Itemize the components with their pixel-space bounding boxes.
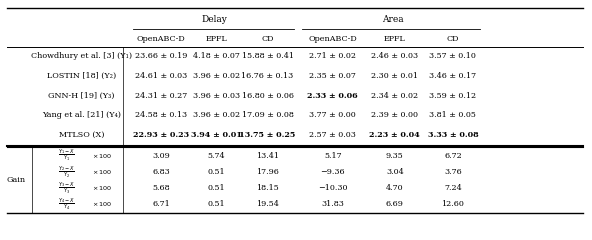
Text: 4.70: 4.70 bbox=[386, 184, 404, 192]
Text: $\times\,100$: $\times\,100$ bbox=[92, 168, 112, 176]
Text: Yang et al. [21] (Y₄): Yang et al. [21] (Y₄) bbox=[42, 111, 121, 120]
Text: 3.81 ± 0.05: 3.81 ± 0.05 bbox=[429, 111, 477, 120]
Text: −9.36: −9.36 bbox=[320, 168, 345, 176]
Text: 31.83: 31.83 bbox=[321, 200, 344, 209]
Text: 17.96: 17.96 bbox=[256, 168, 279, 176]
Text: 3.46 ± 0.17: 3.46 ± 0.17 bbox=[429, 72, 477, 80]
Text: 6.72: 6.72 bbox=[444, 151, 462, 160]
Text: 3.59 ± 0.12: 3.59 ± 0.12 bbox=[429, 92, 477, 100]
Text: 24.61 ± 0.03: 24.61 ± 0.03 bbox=[135, 72, 187, 80]
Text: Gain: Gain bbox=[7, 176, 25, 184]
Text: 5.74: 5.74 bbox=[207, 151, 225, 160]
Text: 17.09 ± 0.08: 17.09 ± 0.08 bbox=[242, 111, 294, 120]
Text: 6.69: 6.69 bbox=[386, 200, 404, 209]
Text: GNN-H [19] (Y₃): GNN-H [19] (Y₃) bbox=[49, 92, 115, 100]
Text: OpenABC-D: OpenABC-D bbox=[308, 35, 357, 43]
Text: 15.88 ± 0.41: 15.88 ± 0.41 bbox=[242, 52, 294, 60]
Text: 4.18 ± 0.07: 4.18 ± 0.07 bbox=[192, 52, 240, 60]
Text: $\times\,100$: $\times\,100$ bbox=[92, 184, 112, 192]
Text: 9.35: 9.35 bbox=[386, 151, 404, 160]
Text: EPFL: EPFL bbox=[384, 35, 406, 43]
Text: 16.76 ± 0.13: 16.76 ± 0.13 bbox=[242, 72, 294, 80]
Text: Delay: Delay bbox=[201, 15, 227, 24]
Text: 19.54: 19.54 bbox=[256, 200, 279, 209]
Text: LOSTIN [18] (Y₂): LOSTIN [18] (Y₂) bbox=[47, 72, 116, 80]
Text: 24.31 ± 0.27: 24.31 ± 0.27 bbox=[135, 92, 187, 100]
Text: OpenABC-D: OpenABC-D bbox=[137, 35, 185, 43]
Text: 2.35 ± 0.07: 2.35 ± 0.07 bbox=[309, 72, 356, 80]
Text: 0.51: 0.51 bbox=[207, 168, 225, 176]
Text: 0.51: 0.51 bbox=[207, 200, 225, 209]
Text: 13.75 ± 0.25: 13.75 ± 0.25 bbox=[239, 131, 296, 139]
Text: 3.77 ± 0.00: 3.77 ± 0.00 bbox=[310, 111, 356, 120]
Text: Chowdhury et al. [3] (Y₁): Chowdhury et al. [3] (Y₁) bbox=[31, 52, 132, 60]
Text: 5.17: 5.17 bbox=[324, 151, 342, 160]
Text: 3.94 ± 0.01: 3.94 ± 0.01 bbox=[191, 131, 242, 139]
Text: CD: CD bbox=[261, 35, 274, 43]
Text: 18.15: 18.15 bbox=[256, 184, 279, 192]
Text: 7.24: 7.24 bbox=[444, 184, 462, 192]
Text: 23.66 ± 0.19: 23.66 ± 0.19 bbox=[135, 52, 187, 60]
Text: 3.96 ± 0.02: 3.96 ± 0.02 bbox=[192, 111, 240, 120]
Text: 16.80 ± 0.06: 16.80 ± 0.06 bbox=[242, 92, 294, 100]
Text: 24.58 ± 0.13: 24.58 ± 0.13 bbox=[135, 111, 187, 120]
Text: MTLSO (X): MTLSO (X) bbox=[59, 131, 104, 139]
Text: 12.60: 12.60 bbox=[442, 200, 464, 209]
Text: 2.30 ± 0.01: 2.30 ± 0.01 bbox=[371, 72, 419, 80]
Text: 2.33 ± 0.06: 2.33 ± 0.06 bbox=[307, 92, 358, 100]
Text: 2.46 ± 0.03: 2.46 ± 0.03 bbox=[371, 52, 419, 60]
Text: 3.96 ± 0.02: 3.96 ± 0.02 bbox=[192, 72, 240, 80]
Text: 3.96 ± 0.03: 3.96 ± 0.03 bbox=[192, 92, 240, 100]
Text: 2.34 ± 0.02: 2.34 ± 0.02 bbox=[371, 92, 419, 100]
Text: 3.33 ± 0.08: 3.33 ± 0.08 bbox=[427, 131, 478, 139]
Text: 6.71: 6.71 bbox=[152, 200, 170, 209]
Text: 2.39 ± 0.00: 2.39 ± 0.00 bbox=[371, 111, 419, 120]
Text: −10.30: −10.30 bbox=[318, 184, 348, 192]
Text: $\frac{Y_4-X}{Y_4}$: $\frac{Y_4-X}{Y_4}$ bbox=[58, 197, 75, 212]
Text: 2.57 ± 0.03: 2.57 ± 0.03 bbox=[309, 131, 356, 139]
Text: 5.68: 5.68 bbox=[152, 184, 170, 192]
Text: 2.23 ± 0.04: 2.23 ± 0.04 bbox=[369, 131, 420, 139]
Text: CD: CD bbox=[446, 35, 459, 43]
Text: $\times\,100$: $\times\,100$ bbox=[92, 151, 112, 160]
Text: 22.93 ± 0.23: 22.93 ± 0.23 bbox=[133, 131, 189, 139]
Text: 3.09: 3.09 bbox=[152, 151, 170, 160]
Text: 6.83: 6.83 bbox=[152, 168, 170, 176]
Text: 0.51: 0.51 bbox=[207, 184, 225, 192]
Text: 3.57 ± 0.10: 3.57 ± 0.10 bbox=[429, 52, 477, 60]
Text: 2.71 ± 0.02: 2.71 ± 0.02 bbox=[309, 52, 356, 60]
Text: $\frac{Y_2-X}{Y_2}$: $\frac{Y_2-X}{Y_2}$ bbox=[58, 164, 75, 180]
Text: $\frac{Y_3-X}{Y_3}$: $\frac{Y_3-X}{Y_3}$ bbox=[58, 180, 75, 196]
Text: $\times\,100$: $\times\,100$ bbox=[92, 200, 112, 209]
Text: 13.41: 13.41 bbox=[256, 151, 279, 160]
Text: Area: Area bbox=[382, 15, 404, 24]
Text: 3.04: 3.04 bbox=[386, 168, 404, 176]
Text: $\frac{Y_1-X}{Y_1}$: $\frac{Y_1-X}{Y_1}$ bbox=[58, 148, 75, 163]
Text: EPFL: EPFL bbox=[205, 35, 227, 43]
Text: 3.76: 3.76 bbox=[444, 168, 462, 176]
